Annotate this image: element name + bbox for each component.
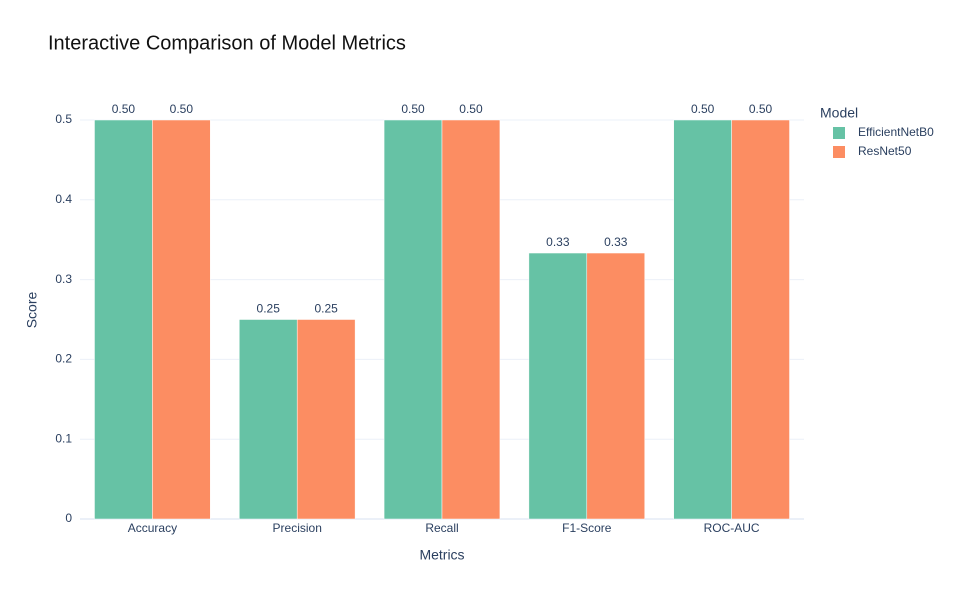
chart-title: Interactive Comparison of Model Metrics: [48, 32, 406, 54]
y-tick-label: 0.3: [55, 272, 72, 286]
x-tick-label: F1-Score: [562, 521, 612, 535]
y-tick-label: 0.4: [55, 192, 72, 206]
legend-swatch: [833, 127, 845, 139]
bar: [296, 319, 356, 520]
y-tick-label: 0.1: [55, 431, 72, 445]
legend-swatch: [833, 146, 845, 158]
bar: [673, 119, 732, 520]
y-tick-label: 0.5: [55, 112, 72, 126]
y-tick-label: 0: [65, 511, 72, 525]
bar: [586, 252, 645, 520]
legend-entry[interactable]: ResNet50: [858, 144, 912, 158]
value-label: 0.25: [314, 302, 338, 316]
x-tick-label: Recall: [425, 521, 458, 535]
y-axis-label: Score: [24, 292, 40, 329]
bar: [441, 119, 501, 520]
value-label: 0.50: [691, 102, 715, 116]
bar: [528, 252, 588, 520]
legend-title: Model: [820, 105, 858, 121]
y-tick-label: 0.2: [55, 352, 72, 366]
value-label: 0.33: [546, 235, 570, 249]
legend-entry[interactable]: EfficientNetB0: [858, 125, 934, 139]
value-label: 0.50: [112, 102, 136, 116]
value-label: 0.50: [401, 102, 425, 116]
x-tick-label: Accuracy: [128, 521, 177, 535]
value-label: 0.33: [604, 235, 628, 249]
bar: [731, 119, 790, 520]
x-tick-label: Precision: [273, 521, 322, 535]
bar: [152, 119, 211, 520]
x-axis-label: Metrics: [419, 547, 464, 563]
value-label: 0.50: [749, 102, 773, 116]
x-tick-label: ROC-AUC: [704, 521, 760, 535]
bar: [94, 119, 153, 520]
value-label: 0.25: [257, 302, 281, 316]
value-label: 0.50: [170, 102, 194, 116]
value-label: 0.50: [459, 102, 483, 116]
bar: [239, 319, 298, 520]
bar: [383, 119, 443, 520]
